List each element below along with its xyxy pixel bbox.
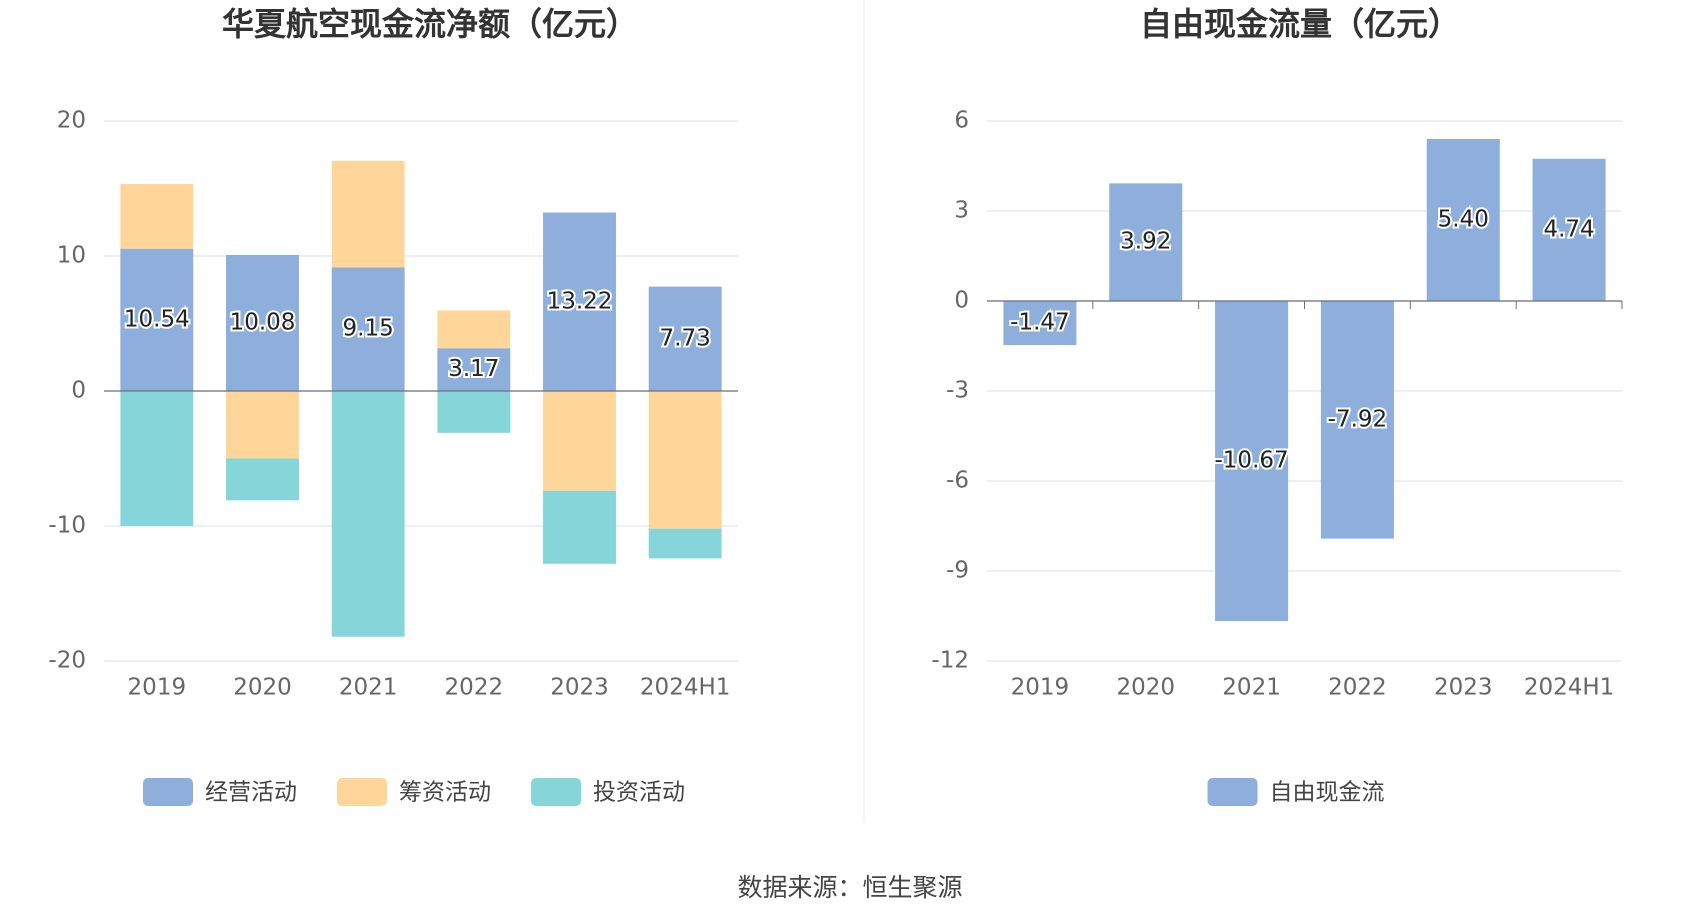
bar	[120, 183, 194, 249]
legend-label: 自由现金流	[1270, 780, 1385, 806]
y-tick-label: -12	[931, 648, 969, 674]
bar	[120, 391, 194, 526]
bar	[1320, 301, 1394, 539]
y-tick-label: 0	[71, 378, 86, 404]
bar	[437, 310, 511, 349]
bar	[648, 391, 722, 529]
bar	[1426, 139, 1500, 301]
bar	[543, 490, 616, 564]
y-tick-label: 3	[954, 198, 969, 224]
y-tick-label: 0	[954, 288, 969, 314]
data-label: -10.67	[1215, 448, 1289, 474]
y-tick-label: -20	[48, 648, 86, 674]
bar	[226, 254, 299, 391]
bar	[331, 160, 405, 268]
bar	[1003, 301, 1077, 346]
x-tick-label: 2021	[1222, 675, 1281, 701]
chart-title: 华夏航空现金流净额（亿元）	[222, 5, 638, 43]
legend-label: 经营活动	[205, 780, 297, 806]
bar	[226, 391, 299, 459]
data-label: 10.54	[124, 306, 190, 332]
data-label: 3.17	[448, 356, 499, 382]
data-label: -1.47	[1010, 310, 1070, 336]
source-note: 数据来源：恒生聚源	[737, 873, 962, 902]
data-label: 13.22	[547, 288, 613, 314]
data-label: 4.74	[1543, 216, 1594, 242]
y-tick-label: -6	[946, 468, 969, 494]
x-tick-label: 2019	[1011, 675, 1070, 701]
x-tick-label: 2024H1	[640, 675, 730, 701]
legend-swatch	[531, 778, 581, 806]
x-tick-label: 2022	[445, 675, 504, 701]
data-label: 9.15	[343, 316, 394, 342]
bar	[543, 391, 616, 491]
x-tick-label: 2022	[1328, 675, 1387, 701]
data-label: 5.40	[1438, 207, 1489, 233]
y-tick-label: -3	[946, 378, 969, 404]
bar	[543, 212, 616, 391]
x-tick-label: 2019	[128, 675, 187, 701]
legend-swatch	[1207, 778, 1258, 806]
data-label: 3.92	[1120, 229, 1171, 255]
y-tick-label: 6	[954, 108, 969, 134]
bar	[1215, 301, 1289, 622]
y-tick-label: 20	[57, 108, 86, 134]
y-tick-label: -10	[48, 513, 86, 539]
bar	[331, 267, 405, 391]
bar	[1532, 158, 1606, 301]
bar	[648, 286, 722, 391]
data-label: 7.73	[660, 325, 711, 351]
x-tick-label: 2020	[1116, 675, 1175, 701]
legend-swatch	[337, 778, 387, 806]
y-tick-label: 10	[57, 243, 86, 269]
x-tick-label: 2023	[550, 675, 609, 701]
x-tick-label: 2020	[233, 675, 292, 701]
legend-label: 投资活动	[593, 780, 685, 806]
data-label: 10.08	[230, 309, 296, 335]
legend-label: 筹资活动	[399, 780, 491, 806]
x-tick-label: 2021	[339, 675, 398, 701]
bar	[437, 391, 511, 433]
x-tick-label: 2024H1	[1524, 675, 1614, 701]
bar	[331, 391, 405, 637]
x-tick-label: 2023	[1434, 675, 1493, 701]
bar	[120, 248, 194, 391]
legend-swatch	[143, 778, 193, 806]
data-label: -7.92	[1328, 406, 1388, 432]
bar	[226, 458, 299, 501]
chart-title: 自由现金流量（亿元）	[1140, 5, 1460, 43]
bar	[648, 528, 722, 559]
y-tick-label: -9	[946, 558, 969, 584]
bar	[1109, 183, 1183, 301]
bar	[437, 348, 511, 391]
